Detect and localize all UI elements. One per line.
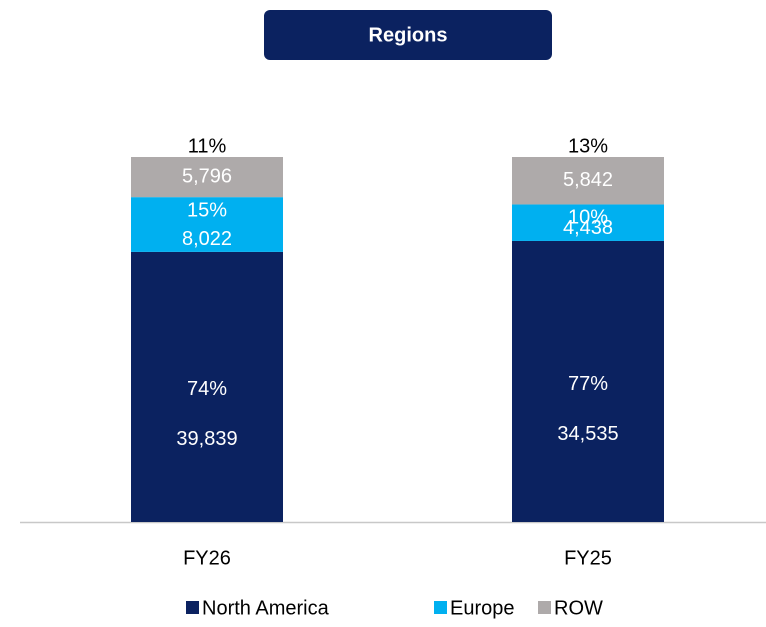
legend-swatch xyxy=(538,601,551,614)
amount-label: 34,535 xyxy=(557,423,618,445)
amount-label: 5,796 xyxy=(182,165,232,187)
chart-title: Regions xyxy=(369,24,448,46)
percent-label: 77% xyxy=(568,373,608,395)
bar-segment xyxy=(131,157,283,198)
percent-label: 15% xyxy=(187,199,227,221)
legend-swatch xyxy=(186,601,199,614)
bar-segment xyxy=(512,240,664,522)
legend-label: Europe xyxy=(450,597,515,619)
legend-label: ROW xyxy=(554,597,603,619)
percent-label: 11% xyxy=(188,135,227,157)
x-tick-label: FY25 xyxy=(564,547,612,569)
legend-label: North America xyxy=(202,597,330,619)
percent-label: 13% xyxy=(568,135,608,157)
amount-label: 8,022 xyxy=(182,228,232,250)
amount-label: 39,839 xyxy=(176,428,237,450)
percent-label: 10% xyxy=(568,207,608,229)
bar-segment xyxy=(131,251,283,522)
bar-segment xyxy=(512,157,664,205)
amount-label: 5,842 xyxy=(563,169,613,191)
percent-label: 74% xyxy=(187,378,227,400)
x-tick-label: FY26 xyxy=(183,547,231,569)
bar-segment xyxy=(131,197,283,252)
legend-swatch xyxy=(434,601,447,614)
amount-label: 4,438 xyxy=(563,217,613,239)
bar-segment xyxy=(512,204,664,241)
title-box xyxy=(264,10,552,60)
